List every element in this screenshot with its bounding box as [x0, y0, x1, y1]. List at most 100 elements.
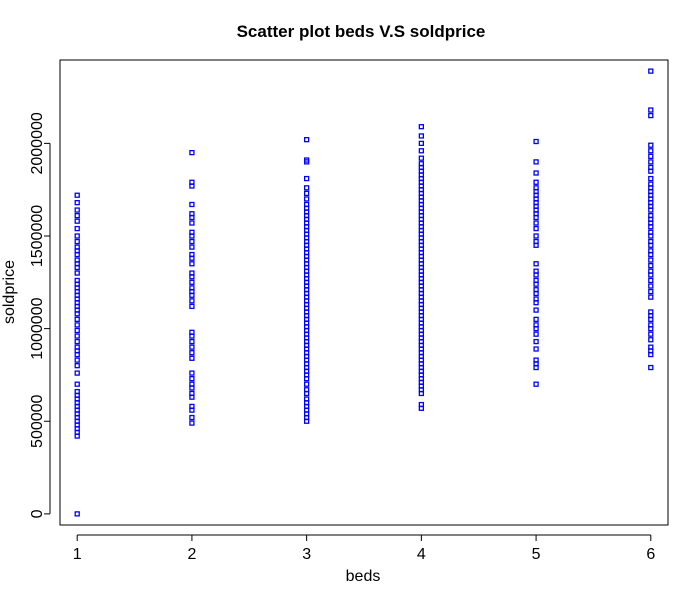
data-point — [533, 179, 539, 185]
data-point — [189, 149, 195, 156]
data-point — [303, 196, 310, 202]
data-point — [648, 294, 654, 300]
x-tick-label: 6 — [646, 546, 655, 563]
data-point — [648, 322, 654, 328]
data-point — [533, 220, 539, 226]
data-point — [648, 238, 654, 245]
data-point — [303, 201, 310, 208]
data-point — [533, 268, 539, 274]
x-axis-label: beds — [346, 568, 381, 585]
data-point — [533, 170, 539, 176]
data-point — [189, 414, 195, 421]
data-point — [648, 159, 654, 165]
data-point — [648, 309, 654, 315]
data-point — [74, 218, 80, 224]
data-point — [533, 185, 539, 191]
data-point — [189, 355, 195, 361]
y-axis: 0 500000 1000000 1500000 2000000 — [29, 112, 51, 518]
data-point — [533, 357, 539, 363]
y-tick-label: 1500000 — [29, 205, 46, 267]
data-point — [74, 344, 80, 350]
data-point — [74, 257, 80, 263]
data-point — [189, 329, 195, 335]
data-point — [418, 133, 425, 139]
data-point — [648, 331, 654, 337]
data-point — [533, 381, 539, 387]
data-point — [648, 277, 654, 284]
data-point — [418, 155, 425, 161]
data-point — [189, 375, 195, 382]
data-point — [533, 233, 539, 239]
data-point — [303, 190, 310, 197]
y-tick-label: 1000000 — [29, 297, 46, 359]
y-axis-label: soldprice — [1, 260, 18, 324]
data-point — [303, 157, 310, 163]
data-point — [648, 68, 654, 74]
data-point — [303, 387, 310, 393]
data-point — [74, 388, 80, 395]
data-point — [648, 337, 654, 343]
data-points — [74, 68, 654, 517]
data-point — [189, 344, 195, 350]
data-point — [418, 401, 425, 408]
data-point — [648, 344, 654, 350]
data-point — [533, 322, 539, 328]
data-point — [418, 161, 425, 167]
data-point — [303, 381, 310, 387]
data-point — [533, 296, 539, 302]
x-axis: 1 2 3 4 5 6 — [73, 534, 655, 563]
x-tick-label: 1 — [73, 546, 82, 563]
data-point — [189, 338, 195, 345]
x-tick-label: 3 — [302, 546, 311, 563]
data-point — [648, 288, 654, 295]
data-point — [74, 333, 80, 339]
data-point — [648, 212, 654, 219]
data-point — [648, 164, 654, 171]
data-point — [648, 257, 654, 263]
data-point — [648, 142, 654, 148]
data-point — [533, 287, 539, 293]
data-point — [189, 229, 195, 235]
data-point — [533, 338, 539, 345]
data-point — [648, 175, 654, 182]
y-tick-label: 2000000 — [29, 112, 46, 174]
plot-area-frame — [59, 59, 669, 526]
data-point — [189, 381, 195, 387]
data-point — [533, 261, 539, 267]
data-point — [189, 403, 195, 410]
data-point — [648, 268, 654, 274]
data-point — [74, 327, 80, 334]
x-tick-label: 2 — [187, 546, 196, 563]
data-point — [189, 220, 195, 226]
data-point — [533, 159, 539, 165]
data-point — [303, 175, 310, 182]
data-point — [648, 107, 654, 113]
data-point — [648, 364, 654, 371]
data-point — [74, 316, 80, 323]
data-point — [74, 199, 80, 206]
data-point — [189, 261, 195, 267]
data-point — [74, 212, 80, 219]
data-point — [648, 229, 654, 235]
data-point — [189, 211, 195, 217]
data-point — [189, 420, 195, 426]
data-point — [533, 316, 539, 323]
y-tick-label: 0 — [29, 509, 46, 518]
data-point — [418, 148, 425, 154]
data-point — [648, 262, 654, 269]
data-point — [189, 350, 195, 356]
data-point — [189, 298, 195, 304]
data-point — [74, 338, 80, 345]
data-point — [74, 370, 80, 376]
y-tick-label: 500000 — [29, 394, 46, 447]
data-point — [303, 137, 310, 143]
data-point — [74, 238, 80, 245]
data-point — [74, 381, 80, 387]
data-point — [303, 396, 310, 402]
data-point — [74, 270, 80, 276]
data-point — [189, 251, 195, 258]
data-point — [533, 307, 539, 313]
data-point — [189, 238, 195, 245]
data-point — [189, 285, 195, 291]
